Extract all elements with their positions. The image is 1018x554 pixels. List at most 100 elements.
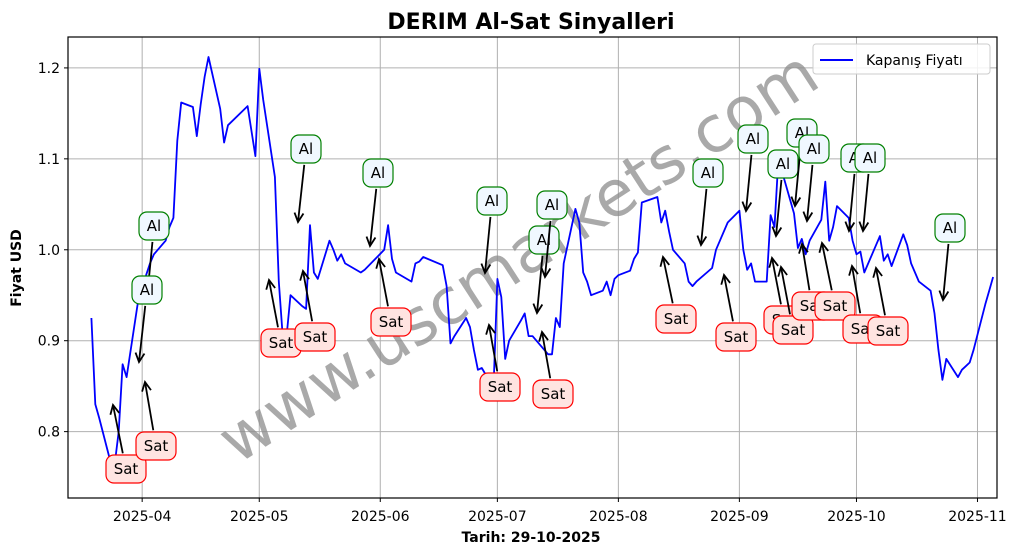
buy-signal: Al: [290, 134, 322, 225]
signal-label: Al: [299, 140, 313, 158]
arrow-shaft: [700, 188, 708, 246]
arrow-shaft: [662, 256, 674, 304]
x-tick-label: 2025-10: [827, 509, 886, 525]
arrow-shaft: [821, 242, 833, 291]
arrow-shaft: [488, 324, 499, 372]
arrow-shaft: [775, 179, 783, 237]
watermark-text: www.uscmarkets.com: [206, 36, 832, 478]
buy-signal: Al: [131, 275, 163, 365]
arrow-shaft: [138, 305, 147, 363]
arrow-shaft: [544, 220, 552, 278]
chart-title: DERIM Al-Sat Sinyalleri: [387, 10, 674, 35]
signal-label: Al: [701, 164, 715, 182]
x-tick-label: 2025-11: [948, 509, 1007, 525]
signal-box: [532, 379, 574, 409]
price-line: [90, 56, 994, 465]
x-tick-label: 2025-04: [113, 509, 172, 525]
signal-label: Al: [147, 217, 161, 235]
arrow-head-icon: [720, 273, 731, 285]
sell-signal: Sat: [715, 273, 757, 352]
arrow-head-icon: [741, 201, 753, 214]
arrow-head-icon: [858, 221, 870, 234]
buy-signal: Al: [476, 186, 508, 276]
signal-label: Sat: [541, 385, 566, 403]
sell-signal: Sat: [135, 380, 177, 461]
arrow-head-icon: [134, 352, 146, 365]
buy-signal: Al: [934, 213, 966, 303]
arrow-head-icon: [265, 278, 276, 290]
arrow-head-icon: [696, 235, 708, 248]
x-tick-label: 2025-05: [230, 509, 289, 525]
arrow-head-icon: [848, 264, 859, 276]
arrow-head-icon: [872, 266, 883, 278]
arrow-shaft: [378, 258, 389, 307]
y-tick-label: 1.1: [38, 152, 60, 168]
arrow-head-icon: [938, 290, 950, 303]
signal-label: Sat: [114, 460, 139, 478]
y-tick-label: 0.9: [38, 334, 60, 350]
arrow-head-icon: [844, 221, 856, 234]
signal-box: [536, 190, 568, 220]
signal-label: Sat: [144, 437, 169, 455]
y-tick-label: 1.0: [38, 243, 60, 259]
x-tick-label: 2025-08: [589, 509, 648, 525]
signal-label: Al: [746, 130, 760, 148]
sell-signal: Sat: [814, 241, 856, 321]
signal-box: [138, 211, 170, 241]
arrow-head-icon: [790, 196, 802, 209]
plot-frame: [67, 36, 998, 499]
watermark: www.uscmarkets.com: [206, 36, 832, 478]
sell-signal: Sat: [655, 255, 697, 334]
signal-box: [867, 316, 909, 346]
signal-label: Sat: [664, 310, 689, 328]
x-axis-label: Tarih: 29-10-2025: [462, 530, 601, 546]
signal-box: [692, 158, 724, 188]
arrow-shaft: [369, 188, 378, 247]
arrow-shaft: [771, 257, 782, 305]
sell-signal: Sat: [370, 257, 412, 337]
arrow-shaft: [801, 243, 811, 291]
arrow-shaft: [541, 331, 552, 379]
sell-signal: Sat: [294, 269, 336, 352]
grid-lines: [68, 37, 997, 498]
arrow-head-icon: [802, 211, 814, 224]
buy-signal: Al: [737, 124, 769, 214]
arrow-shaft: [536, 255, 544, 314]
legend-box: [812, 43, 991, 75]
buy-signal: Al: [767, 149, 799, 239]
arrow-head-icon: [771, 226, 783, 239]
signal-label: Al: [943, 219, 957, 237]
arrow-shaft: [806, 164, 814, 222]
sell-signal: Sat: [867, 266, 909, 346]
signal-label: Sat: [823, 297, 848, 315]
signal-label: Sat: [876, 322, 901, 340]
arrow-shaft: [862, 173, 870, 232]
signal-box: [854, 143, 886, 173]
sell-signal: Sat: [105, 403, 147, 484]
arrow-shaft: [780, 266, 791, 315]
buy-signal: Al: [528, 225, 560, 316]
signal-label: Al: [863, 149, 877, 167]
signal-label: Al: [807, 140, 821, 158]
arrow-head-icon: [777, 265, 788, 277]
signal-box: [131, 275, 163, 305]
signal-label: Al: [485, 192, 499, 210]
arrow-shaft: [942, 243, 950, 301]
arrow-shaft: [851, 265, 862, 314]
signal-box: [767, 149, 799, 179]
signal-label: Al: [140, 281, 154, 299]
signal-box: [370, 307, 412, 337]
buy-signal: Al: [854, 143, 886, 234]
x-tick-label: 2025-06: [351, 509, 410, 525]
arrow-head-icon: [293, 212, 305, 225]
signal-box: [479, 372, 521, 402]
signal-box: [528, 225, 560, 255]
arrow-head-icon: [538, 330, 549, 342]
signal-box: [934, 213, 966, 243]
signal-label: Al: [776, 155, 790, 173]
price-series: [90, 56, 994, 465]
signal-box: [476, 186, 508, 216]
signal-label: Sat: [379, 313, 404, 331]
signal-box: [290, 134, 322, 164]
arrow-head-icon: [365, 236, 377, 249]
